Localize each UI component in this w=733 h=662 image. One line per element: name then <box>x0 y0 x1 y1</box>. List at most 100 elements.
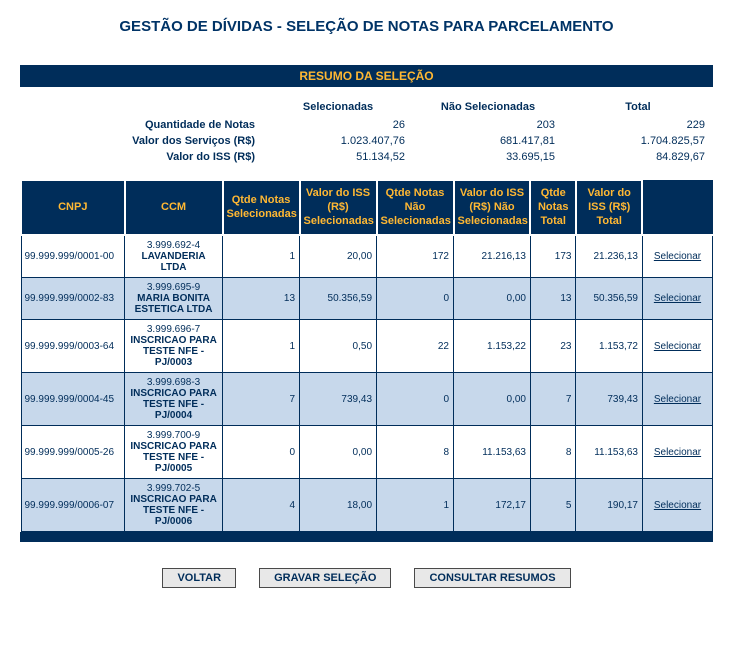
summary-cell: 84.829,67 <box>563 149 713 165</box>
consultar-resumos-button[interactable]: CONSULTAR RESUMOS <box>414 568 570 588</box>
cell-qtde-sel: 1 <box>223 235 300 278</box>
table-row: 99.999.999/0006-073.999.702-5INSCRICAO P… <box>21 479 713 532</box>
cell-qtde-nsel: 172 <box>377 235 454 278</box>
cell-iss-nsel: 21.216,13 <box>454 235 531 278</box>
selecionar-link[interactable]: Selecionar <box>654 500 701 511</box>
main-table: CNPJ CCM Qtde Notas Selecionadas Valor d… <box>20 179 713 532</box>
ccm-id: 3.999.695-9 <box>128 282 219 293</box>
summary-section: Selecionadas Não Selecionadas Total Quan… <box>20 87 713 179</box>
cell-iss-total: 1.153,72 <box>576 320 642 373</box>
table-row: 99.999.999/0001-003.999.692-4LAVANDERIA … <box>21 235 713 278</box>
ccm-id: 3.999.692-4 <box>128 240 219 251</box>
col-iss-sel: Valor do ISS (R$) Selecionadas <box>300 180 377 235</box>
cell-qtde-sel: 0 <box>223 426 300 479</box>
summary-table: Selecionadas Não Selecionadas Total Quan… <box>20 97 713 165</box>
col-qtde-total: Qtde Notas Total <box>530 180 575 235</box>
summary-cell: 26 <box>263 117 413 133</box>
ccm-name: INSCRICAO PARA TESTE NFE - PJ/0004 <box>128 388 219 421</box>
cell-iss-sel: 0,50 <box>300 320 377 373</box>
cell-qtde-nsel: 1 <box>377 479 454 532</box>
cell-cnpj: 99.999.999/0001-00 <box>21 235 125 278</box>
summary-cell: 203 <box>413 117 563 133</box>
cell-iss-sel: 20,00 <box>300 235 377 278</box>
cell-iss-sel: 0,00 <box>300 426 377 479</box>
cell-cnpj: 99.999.999/0006-07 <box>21 479 125 532</box>
summary-cell: 229 <box>563 117 713 133</box>
col-iss-nsel: Valor do ISS (R$) Não Selecionadas <box>454 180 531 235</box>
ccm-id: 3.999.700-9 <box>128 430 219 441</box>
cell-iss-total: 50.356,59 <box>576 278 642 320</box>
cell-ccm: 3.999.702-5INSCRICAO PARA TESTE NFE - PJ… <box>125 479 223 532</box>
cell-qtde-sel: 1 <box>223 320 300 373</box>
cell-cnpj: 99.999.999/0004-45 <box>21 373 125 426</box>
cell-qtde-total: 7 <box>530 373 575 426</box>
cell-ccm: 3.999.700-9INSCRICAO PARA TESTE NFE - PJ… <box>125 426 223 479</box>
cell-ccm: 3.999.698-3INSCRICAO PARA TESTE NFE - PJ… <box>125 373 223 426</box>
cell-iss-nsel: 11.153,63 <box>454 426 531 479</box>
cell-cnpj: 99.999.999/0005-26 <box>21 426 125 479</box>
resumo-title-bar: RESUMO DA SELEÇÃO <box>20 65 713 87</box>
cell-ccm: 3.999.692-4LAVANDERIA LTDA <box>125 235 223 278</box>
summary-cell: 1.023.407,76 <box>263 133 413 149</box>
summary-cell: 681.417,81 <box>413 133 563 149</box>
cell-action: Selecionar <box>642 426 712 479</box>
cell-qtde-sel: 13 <box>223 278 300 320</box>
cell-qtde-total: 13 <box>530 278 575 320</box>
summary-cell: 1.704.825,57 <box>563 133 713 149</box>
cell-qtde-nsel: 0 <box>377 278 454 320</box>
ccm-name: INSCRICAO PARA TESTE NFE - PJ/0003 <box>128 335 219 368</box>
summary-row-label: Valor dos Serviços (R$) <box>20 133 263 149</box>
cell-qtde-nsel: 8 <box>377 426 454 479</box>
cell-iss-total: 739,43 <box>576 373 642 426</box>
cell-qtde-total: 5 <box>530 479 575 532</box>
col-cnpj: CNPJ <box>21 180 125 235</box>
cell-qtde-sel: 4 <box>223 479 300 532</box>
selecionar-link[interactable]: Selecionar <box>654 394 701 405</box>
cell-iss-nsel: 0,00 <box>454 278 531 320</box>
voltar-button[interactable]: VOLTAR <box>162 568 236 588</box>
selecionar-link[interactable]: Selecionar <box>654 447 701 458</box>
cell-ccm: 3.999.696-7INSCRICAO PARA TESTE NFE - PJ… <box>125 320 223 373</box>
cell-cnpj: 99.999.999/0003-64 <box>21 320 125 373</box>
cell-iss-total: 21.236,13 <box>576 235 642 278</box>
table-footer-bar <box>20 532 713 542</box>
cell-qtde-total: 173 <box>530 235 575 278</box>
page-title: GESTÃO DE DÍVIDAS - SELEÇÃO DE NOTAS PAR… <box>20 10 713 65</box>
summary-cell: 33.695,15 <box>413 149 563 165</box>
cell-action: Selecionar <box>642 235 712 278</box>
summary-header-sel: Selecionadas <box>263 97 413 117</box>
table-row: 99.999.999/0004-453.999.698-3INSCRICAO P… <box>21 373 713 426</box>
ccm-id: 3.999.696-7 <box>128 324 219 335</box>
col-ccm: CCM <box>125 180 223 235</box>
summary-header-total: Total <box>563 97 713 117</box>
cell-qtde-sel: 7 <box>223 373 300 426</box>
table-row: 99.999.999/0003-643.999.696-7INSCRICAO P… <box>21 320 713 373</box>
cell-ccm: 3.999.695-9MARIA BONITA ESTETICA LTDA <box>125 278 223 320</box>
summary-cell: 51.134,52 <box>263 149 413 165</box>
cell-iss-total: 190,17 <box>576 479 642 532</box>
ccm-id: 3.999.702-5 <box>128 483 219 494</box>
cell-iss-nsel: 1.153,22 <box>454 320 531 373</box>
ccm-name: MARIA BONITA ESTETICA LTDA <box>128 293 219 315</box>
cell-action: Selecionar <box>642 479 712 532</box>
cell-cnpj: 99.999.999/0002-83 <box>21 278 125 320</box>
table-row: 99.999.999/0002-833.999.695-9MARIA BONIT… <box>21 278 713 320</box>
summary-row-label: Quantidade de Notas <box>20 117 263 133</box>
summary-header-nsel: Não Selecionadas <box>413 97 563 117</box>
cell-action: Selecionar <box>642 278 712 320</box>
cell-qtde-total: 23 <box>530 320 575 373</box>
cell-iss-sel: 50.356,59 <box>300 278 377 320</box>
cell-action: Selecionar <box>642 320 712 373</box>
col-iss-total: Valor do ISS (R$) Total <box>576 180 642 235</box>
cell-qtde-total: 8 <box>530 426 575 479</box>
cell-action: Selecionar <box>642 373 712 426</box>
gravar-selecao-button[interactable]: GRAVAR SELEÇÃO <box>259 568 391 588</box>
cell-qtde-nsel: 0 <box>377 373 454 426</box>
buttons-row: VOLTAR GRAVAR SELEÇÃO CONSULTAR RESUMOS <box>20 542 713 598</box>
cell-iss-sel: 739,43 <box>300 373 377 426</box>
selecionar-link[interactable]: Selecionar <box>654 293 701 304</box>
ccm-name: LAVANDERIA LTDA <box>128 251 219 273</box>
cell-qtde-nsel: 22 <box>377 320 454 373</box>
selecionar-link[interactable]: Selecionar <box>654 341 701 352</box>
selecionar-link[interactable]: Selecionar <box>654 251 701 262</box>
